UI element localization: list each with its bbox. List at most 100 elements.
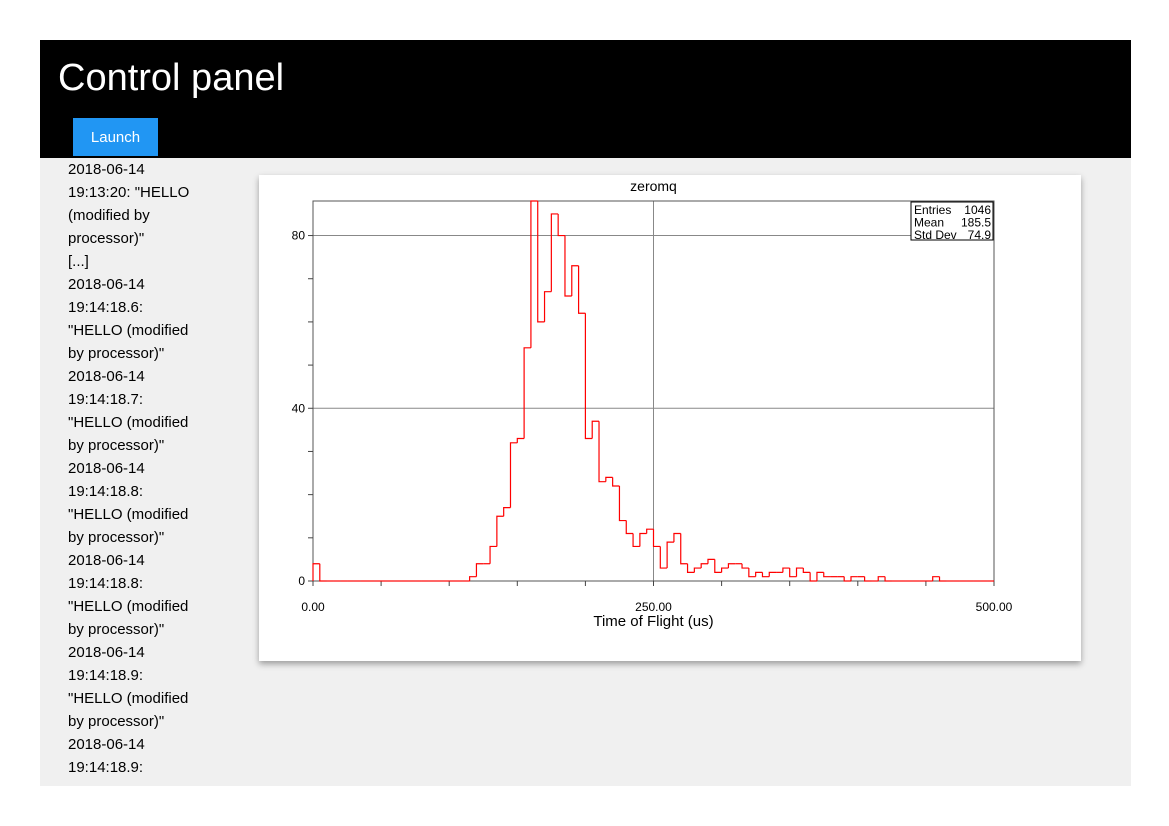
log-line: 19:14:18.9: <box>68 759 144 776</box>
log-line: by processor)" <box>68 437 165 454</box>
histogram-bin <box>319 563 327 582</box>
stats-value: 1046 <box>964 203 991 217</box>
histogram-bin <box>489 545 497 564</box>
histogram-bin <box>537 201 545 323</box>
log-line: by processor)" <box>68 713 165 730</box>
histogram-bin <box>530 200 538 348</box>
log-line: (modified by <box>68 207 150 224</box>
histogram-bin <box>789 568 797 578</box>
histogram-card: zeromq 0.00 250.00 500.00 0 40 80 Time of Fligh… <box>259 175 1081 661</box>
histogram-bin <box>673 532 681 543</box>
x-tick-label: 250.00 <box>635 600 672 614</box>
stats-value: 74.9 <box>968 228 992 242</box>
histogram-bin <box>625 520 634 535</box>
histogram-bin <box>557 213 565 237</box>
y-tick-label: 80 <box>292 229 306 243</box>
log-line: "HELLO (modified <box>68 322 189 339</box>
histogram-bin <box>809 572 817 582</box>
histogram-bin <box>741 563 749 569</box>
log-line: 2018-06-14 <box>68 736 145 753</box>
log-line: by processor)" <box>68 345 165 362</box>
histogram-bin <box>932 576 940 581</box>
log-line: 2018-06-14 <box>68 460 145 477</box>
histogram-bin <box>591 420 600 439</box>
histogram-bin <box>612 477 620 487</box>
histogram-bin <box>802 568 811 573</box>
log-line: 2018-06-14 <box>68 368 145 385</box>
histogram-bin <box>700 563 708 569</box>
histogram-bin <box>632 533 640 548</box>
log-line: 2018-06-14 <box>68 161 145 178</box>
histogram-bin <box>686 563 695 573</box>
histogram-bin <box>714 559 722 573</box>
log-line: "HELLO (modified <box>68 690 189 707</box>
chart-title: zeromq <box>630 178 677 194</box>
histogram-bin <box>938 576 947 582</box>
log-line: "HELLO (modified <box>68 598 189 615</box>
log-line: [...] <box>68 253 89 270</box>
histogram-bin <box>598 421 606 483</box>
histogram-bin <box>823 572 831 578</box>
app-container: Control panel Launch 2018-06-14 19:13:20:… <box>40 40 1131 786</box>
histogram-bin <box>475 563 484 577</box>
histogram-bin <box>584 313 593 440</box>
histogram-bin <box>523 347 531 439</box>
histogram-bin <box>816 571 824 581</box>
stats-label: Mean <box>914 216 944 230</box>
histogram-bin <box>571 265 579 296</box>
histogram-bin <box>884 576 892 582</box>
histogram-bin <box>577 265 586 314</box>
message-log: 2018-06-14 19:13:20: "HELLO (modified by pr… <box>68 158 218 779</box>
stats-box <box>910 201 994 241</box>
histogram-bin <box>652 529 661 548</box>
histogram-bin <box>748 568 756 578</box>
page-title: Control panel <box>58 57 285 99</box>
log-line: by processor)" <box>68 621 165 638</box>
log-line: 19:14:18.7: <box>68 391 144 408</box>
log-line: by processor)" <box>68 529 165 546</box>
histogram-bin <box>509 442 518 508</box>
histogram-bin <box>850 576 858 581</box>
histogram-bin <box>639 532 647 547</box>
log-line: 19:14:18.8: <box>68 483 144 500</box>
log-line: 19:14:18.8: <box>68 575 144 592</box>
log-line: processor)" <box>68 230 145 247</box>
histogram-bin <box>782 567 790 573</box>
histogram-bin <box>659 546 668 569</box>
histogram-bin <box>864 576 872 582</box>
log-line: "HELLO (modified <box>68 506 189 523</box>
header-bar: Control panel Launch <box>40 40 1131 158</box>
y-tick-label: 0 <box>298 574 305 588</box>
stats-value: 185.5 <box>961 216 991 230</box>
histogram-bin <box>503 506 511 517</box>
stats-label: Std Dev <box>914 228 957 242</box>
log-line: "HELLO (modified <box>68 414 189 431</box>
x-tick-label: 500.00 <box>976 600 1013 614</box>
log-line: 19:14:18.9: <box>68 667 144 684</box>
log-line: 2018-06-14 <box>68 644 145 661</box>
histogram-bin <box>693 567 702 573</box>
histogram-bin <box>312 563 320 581</box>
histogram-bin <box>727 563 736 569</box>
histogram-bin <box>666 541 674 569</box>
histogram-bin <box>543 291 552 322</box>
histogram-bin <box>768 571 777 577</box>
y-tick-label: 40 <box>292 401 306 415</box>
histogram-bin <box>795 567 804 577</box>
histogram-bin <box>516 437 525 443</box>
x-tick-label: 0.00 <box>301 600 325 614</box>
log-line: 2018-06-14 <box>68 552 145 569</box>
launch-button[interactable]: Launch <box>73 118 158 156</box>
histogram-bin <box>496 515 504 547</box>
histogram-bin <box>707 558 715 564</box>
histogram-bin <box>761 572 770 578</box>
log-line: 2018-06-14 <box>68 276 145 293</box>
x-axis-label: Time of Flight (us) <box>593 613 713 630</box>
histogram-bin <box>721 567 729 573</box>
histogram-bin <box>564 235 572 297</box>
histogram-bin <box>843 576 851 582</box>
histogram-bin <box>877 576 886 581</box>
histogram-bin <box>646 528 654 534</box>
histogram-bin <box>605 476 613 482</box>
histogram-bin <box>469 576 477 581</box>
